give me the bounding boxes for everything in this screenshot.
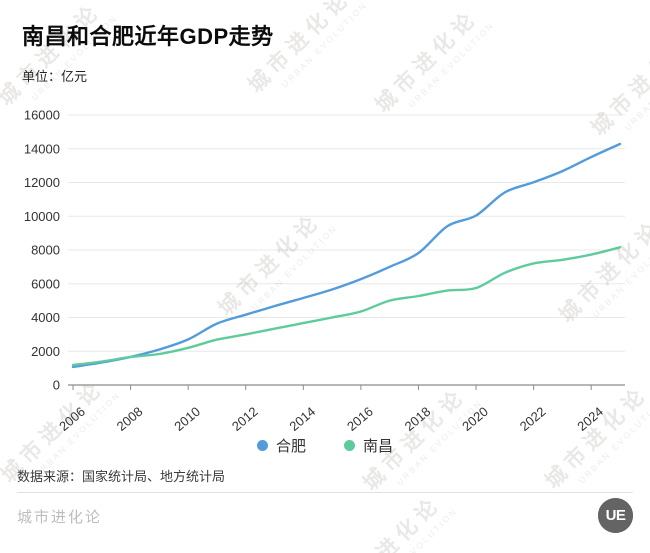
- page-title: 南昌和合肥近年GDP走势: [22, 24, 274, 49]
- ue-logo: UE: [598, 498, 633, 533]
- chart-legend: 合肥 南昌: [0, 435, 650, 456]
- x-axis-tick-label: 2010: [171, 404, 203, 431]
- x-axis-tick-label: 2020: [459, 404, 491, 431]
- legend-label-hefei: 合肥: [275, 438, 306, 455]
- y-axis-tick-label: 0: [53, 378, 60, 393]
- y-axis-tick-label: 8000: [31, 243, 60, 258]
- x-axis-tick-label: 2014: [286, 404, 318, 431]
- x-axis-tick-label: 2012: [229, 404, 261, 431]
- legend-label-nanchang: 南昌: [363, 438, 394, 455]
- y-axis-tick-label: 12000: [24, 175, 60, 190]
- unit-label: 单位：亿元: [22, 69, 88, 84]
- watermark-en-text: URBAN EVOLUTION: [279, 0, 370, 90]
- y-axis-tick-label: 2000: [31, 344, 60, 359]
- nanchang-line: [71, 246, 622, 367]
- source-label: 数据来源：国家统计局、地方统计局: [17, 469, 226, 484]
- watermark-cn-text: 城市进化论: [334, 491, 446, 553]
- y-axis-tick-label: 6000: [31, 276, 60, 291]
- y-axis-tick-label: 14000: [24, 141, 60, 156]
- y-axis-tick-label: 4000: [31, 310, 60, 325]
- gdp-line-chart: 0 2000 4000 6000 8000 10000 12000 14000 16000 200…: [24, 108, 625, 431]
- y-axis-tick-label: 16000: [24, 108, 60, 123]
- x-axis-tick-label: 2016: [344, 404, 376, 431]
- legend-dot-hefei: [256, 440, 268, 451]
- footer-brand: 城市进化论: [17, 509, 103, 526]
- x-axis-tick-label: 2022: [517, 404, 549, 431]
- x-axis-tick-label: 2024: [574, 404, 606, 431]
- hefei-line: [71, 142, 622, 369]
- legend-item-nanchang: 南昌: [344, 435, 393, 456]
- x-axis-tick-label: 2006: [56, 404, 88, 431]
- watermark-en-text: URBAN EVOLUTION: [369, 505, 460, 553]
- watermark-cn-text: 城市进化论: [0, 0, 106, 111]
- footer-divider: [17, 492, 633, 493]
- legend-item-hefei: 合肥: [256, 435, 306, 456]
- x-axis-tick-label: 2018: [402, 404, 434, 431]
- y-axis-tick-label: 10000: [24, 209, 60, 224]
- x-axis-tick-label: 2008: [114, 404, 146, 431]
- legend-dot-nanchang: [344, 440, 355, 451]
